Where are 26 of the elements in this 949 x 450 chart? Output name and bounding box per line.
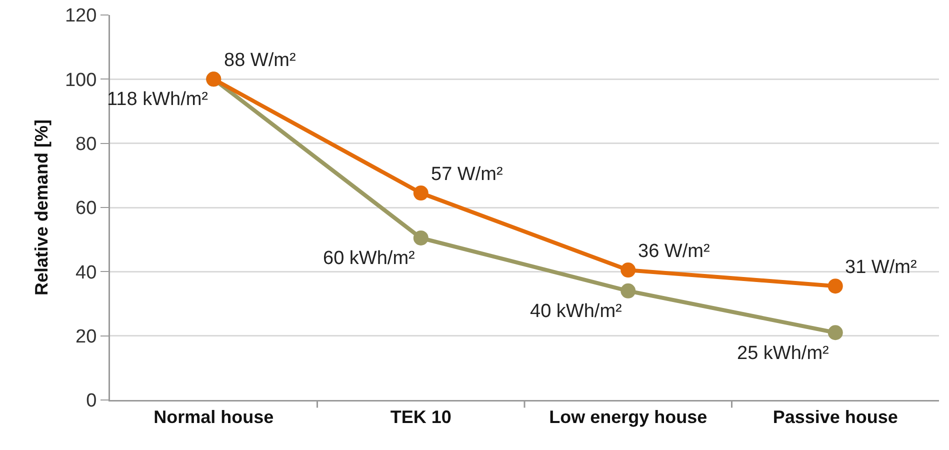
y-tick-label: 120: [64, 6, 97, 27]
point: [828, 278, 843, 294]
annotation: 36 W/m²: [638, 241, 710, 262]
annotation: 118 kWh/m²: [107, 89, 208, 110]
annotation: 40 kWh/m²: [530, 301, 622, 322]
y-tick-label: 80: [76, 134, 97, 155]
annotation: 31 W/m²: [845, 257, 917, 278]
point: [620, 283, 636, 298]
point: [620, 262, 636, 278]
y-tick-label: 100: [64, 70, 97, 91]
x-tick-label: Passive house: [772, 407, 898, 428]
annotation: 60 kWh/m²: [323, 248, 415, 269]
y-axis-title: Relative demand [%]: [31, 119, 52, 296]
annotation: 57 W/m²: [431, 164, 503, 185]
point: [413, 186, 428, 201]
y-tick-label: 40: [76, 262, 97, 284]
x-tick-label: TEK 10: [390, 407, 452, 428]
annotation: 88 W/m²: [224, 50, 296, 71]
point: [413, 230, 428, 246]
x-tick-label: Low energy house: [549, 407, 708, 428]
point: [828, 325, 843, 340]
y-tick-label: 20: [76, 326, 97, 348]
x-tick-label: Normal house: [154, 407, 274, 428]
y-tick-label: 0: [86, 390, 97, 412]
y-tick-label: 60: [76, 198, 97, 220]
annotation: 25 kWh/m²: [737, 343, 829, 364]
